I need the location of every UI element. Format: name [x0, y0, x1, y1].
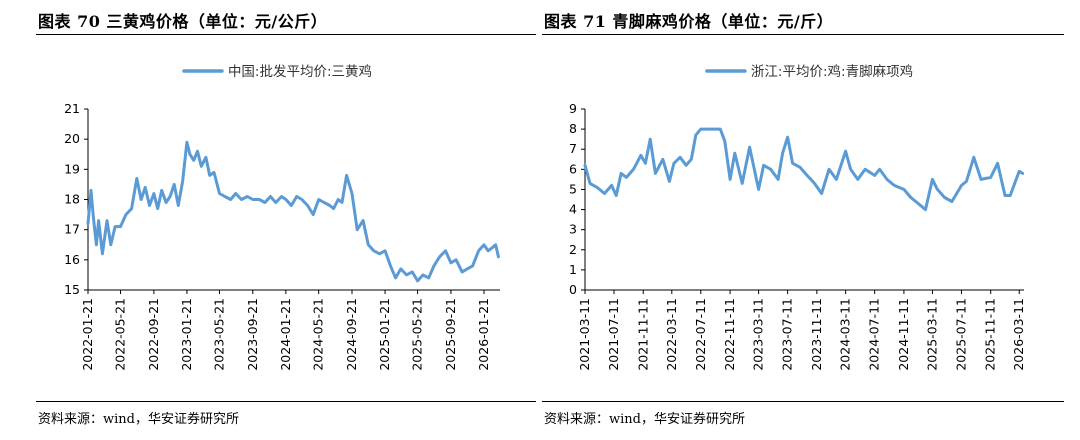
x-tick-label: 2022-07-11: [693, 298, 708, 371]
chart-svg-qingjiao: 0 1 2 3 4 5 6 7 8 9 2021-03-11 2021-07-11 2021-11-11…: [569, 63, 1026, 371]
x-tick-label: 2024-01-21: [278, 298, 293, 371]
x-tick-label: 2021-11-11: [635, 298, 650, 371]
x-tick-label: 2023-01-21: [179, 298, 194, 371]
chart-source: 资料来源：wind，华安证券研究所: [38, 412, 239, 427]
x-tick-label: 2025-07-11: [953, 298, 968, 371]
y-tick-label: 6: [569, 161, 577, 176]
source-rule: [36, 401, 536, 402]
x-tick-label: 2022-01-21: [80, 298, 95, 371]
y-tick-label: 7: [569, 141, 577, 156]
x-tick-label: 2023-09-21: [245, 298, 260, 371]
y-tick-label: 9: [569, 101, 577, 116]
x-tick-label: 2026-01-21: [476, 298, 491, 371]
x-tick-label: 2025-03-11: [924, 298, 939, 371]
x-tick-label: 2022-11-11: [722, 298, 737, 371]
x-tick-label: 2022-09-21: [146, 298, 161, 371]
y-tick-label: 2: [569, 242, 577, 257]
x-tick-label: 2025-11-11: [983, 298, 998, 371]
legend-label: 中国:批发平均价:三黄鸡: [228, 63, 372, 80]
x-tick-label: 2023-07-11: [780, 298, 795, 371]
y-tick-label: 5: [569, 181, 577, 196]
y-tick-label: 8: [569, 121, 577, 136]
x-tick-label: 2022-05-21: [113, 298, 128, 371]
y-tick-label: 0: [569, 282, 577, 297]
y-tick-label: 3: [569, 222, 577, 237]
x-tick-label: 2024-09-21: [344, 298, 359, 371]
x-tick-label: 2021-03-11: [577, 298, 592, 371]
title-rule: [36, 34, 536, 35]
x-tick-label: 2025-09-21: [443, 298, 458, 371]
chart-source: 资料来源：wind，华安证券研究所: [544, 412, 745, 427]
y-tick-label: 19: [64, 161, 80, 176]
y-tick-label: 17: [64, 222, 80, 237]
y-tick-label: 20: [64, 131, 80, 146]
chart-title: 图表 71 青脚麻鸡价格（单位：元/斤）: [544, 12, 834, 31]
x-tick-label: 2023-03-11: [751, 298, 766, 371]
y-tick-label: 16: [64, 252, 80, 267]
x-tick-label: 2024-11-11: [896, 298, 911, 371]
legend-label: 浙江:平均价:鸡:青脚麻项鸡: [751, 63, 913, 80]
x-tick-label: 2024-03-11: [838, 298, 853, 371]
x-tick-label: 2025-05-21: [410, 298, 425, 371]
x-tick-label: 2021-07-11: [606, 298, 621, 371]
chart-svg-sanhuang: 15 16 17 18 19 20 21 2022-01-21 2022-05-21 2022-0…: [64, 63, 500, 371]
x-tick-label: 2023-11-11: [809, 298, 824, 371]
x-tick-label: 2025-01-21: [377, 298, 392, 371]
chart-title: 图表 70 三黄鸡价格（单位：元/公斤）: [38, 12, 328, 31]
y-tick-label: 15: [64, 282, 80, 297]
x-tick-label: 2024-07-11: [867, 298, 882, 371]
y-tick-label: 21: [64, 101, 80, 116]
source-rule: [542, 401, 1064, 402]
y-tick-label: 4: [569, 202, 577, 217]
chart-panel-qingjiao: 图表 71 青脚麻鸡价格（单位：元/斤） 0 1 2 3 4 5 6 7 8 9 2021-03-1…: [540, 0, 1080, 440]
x-tick-label: 2026-03-11: [1011, 298, 1026, 371]
y-tick-label: 1: [569, 262, 577, 277]
x-tick-label: 2023-05-21: [211, 298, 226, 371]
series-line: [583, 127, 1025, 212]
title-rule: [542, 34, 1064, 35]
y-tick-label: 18: [64, 192, 80, 207]
chart-panel-sanhuang: 图表 70 三黄鸡价格（单位：元/公斤） 15 16 17 18 19 20 21 2022-…: [36, 12, 536, 427]
x-tick-label: 2024-05-21: [311, 298, 326, 371]
x-tick-label: 2022-03-11: [664, 298, 679, 371]
series-line: [86, 140, 500, 283]
